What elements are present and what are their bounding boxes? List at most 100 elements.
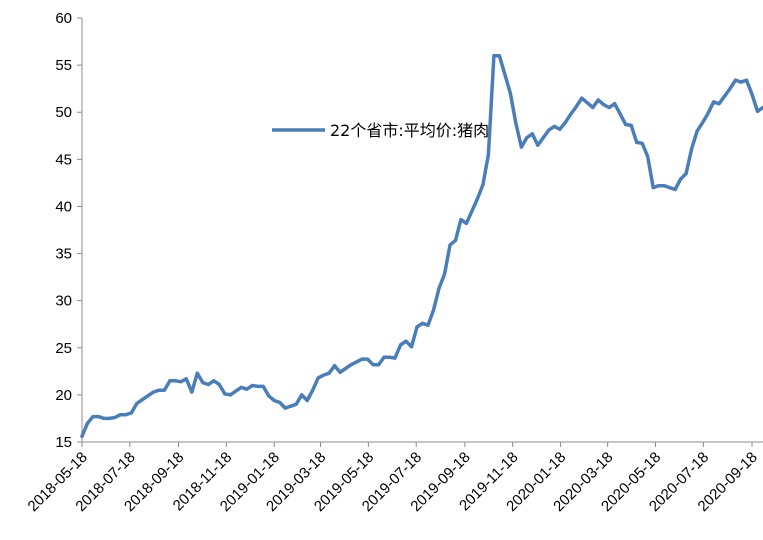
data-point	[437, 286, 441, 290]
data-point	[723, 94, 727, 98]
y-tick-label: 40	[55, 198, 72, 215]
y-tick-label: 25	[55, 340, 72, 357]
data-point	[157, 388, 161, 392]
data-point	[426, 323, 430, 327]
data-point	[585, 101, 589, 105]
data-point	[668, 186, 672, 190]
data-point	[712, 100, 716, 104]
data-point	[640, 141, 644, 145]
data-point	[563, 121, 567, 125]
data-point	[596, 98, 600, 102]
data-point	[344, 366, 348, 371]
data-point	[701, 121, 705, 125]
data-point	[453, 238, 458, 242]
data-point	[574, 105, 578, 109]
data-point	[404, 339, 408, 343]
data-point	[96, 415, 101, 419]
data-point	[481, 183, 485, 187]
data-point	[728, 87, 732, 91]
data-point	[129, 411, 133, 415]
data-point	[684, 171, 688, 176]
data-point	[124, 413, 128, 417]
data-point	[289, 404, 293, 408]
legend: 22个省市:平均价:猪肉	[272, 121, 489, 140]
data-point	[755, 109, 760, 113]
data-point	[91, 415, 95, 419]
data-point	[409, 345, 414, 349]
data-point	[283, 406, 287, 410]
data-point	[371, 363, 375, 367]
data-point	[80, 434, 84, 438]
data-point	[113, 415, 117, 420]
data-point	[245, 387, 249, 391]
data-point	[305, 398, 309, 403]
data-point	[591, 105, 595, 110]
data-point	[223, 392, 227, 396]
y-tick-label: 55	[55, 57, 72, 74]
data-point	[503, 72, 507, 77]
data-point	[706, 111, 710, 115]
data-point	[355, 360, 359, 364]
y-tick-label: 35	[55, 246, 72, 263]
data-point	[580, 96, 584, 100]
data-point	[420, 321, 425, 325]
data-point	[168, 379, 172, 383]
data-point	[552, 124, 556, 128]
data-point	[151, 390, 155, 394]
data-point	[135, 401, 139, 405]
data-point	[190, 390, 194, 394]
data-point	[536, 143, 540, 147]
y-tick-label: 30	[55, 293, 72, 310]
data-point	[508, 91, 512, 95]
x-axis: 2018-05-182018-07-182018-09-182018-11-18…	[25, 441, 763, 515]
data-point	[695, 129, 699, 133]
data-point	[228, 393, 232, 397]
data-point	[140, 398, 144, 402]
legend-label: 22个省市:平均价:猪肉	[330, 121, 489, 140]
data-point	[459, 218, 463, 222]
data-point	[162, 388, 166, 392]
data-point	[377, 363, 381, 367]
data-point	[629, 123, 633, 127]
data-point	[475, 197, 479, 201]
data-point	[486, 153, 490, 157]
data-point	[750, 92, 754, 96]
data-point	[530, 132, 534, 136]
data-point	[464, 221, 468, 225]
data-point	[733, 78, 738, 82]
data-point	[349, 363, 353, 367]
data-point	[300, 393, 304, 397]
series-layer	[80, 53, 763, 439]
data-point	[201, 381, 205, 385]
data-point	[602, 103, 606, 107]
data-point	[662, 184, 666, 188]
y-tick-label: 50	[55, 104, 72, 121]
data-point	[333, 364, 337, 368]
data-point	[514, 121, 518, 126]
data-point	[360, 357, 364, 361]
data-point	[278, 400, 282, 404]
data-point	[184, 377, 188, 381]
data-point	[327, 371, 331, 375]
data-point	[679, 177, 683, 181]
data-point	[212, 379, 216, 383]
data-point	[102, 416, 106, 420]
y-tick-label: 60	[55, 10, 72, 27]
data-point	[673, 187, 677, 192]
data-point	[366, 357, 370, 361]
data-point	[717, 102, 721, 106]
data-point	[690, 147, 694, 151]
data-point	[206, 382, 210, 387]
y-axis: 15 20 25 30 35 40 45 50 55 60	[55, 10, 83, 451]
y-tick-label: 45	[55, 151, 72, 168]
data-point	[744, 78, 749, 82]
data-point	[541, 136, 545, 140]
data-point	[146, 394, 150, 398]
data-point	[217, 382, 221, 387]
data-point	[234, 389, 238, 393]
data-point	[415, 325, 419, 329]
data-point	[382, 355, 386, 359]
data-point	[492, 54, 496, 58]
data-point	[646, 154, 650, 159]
